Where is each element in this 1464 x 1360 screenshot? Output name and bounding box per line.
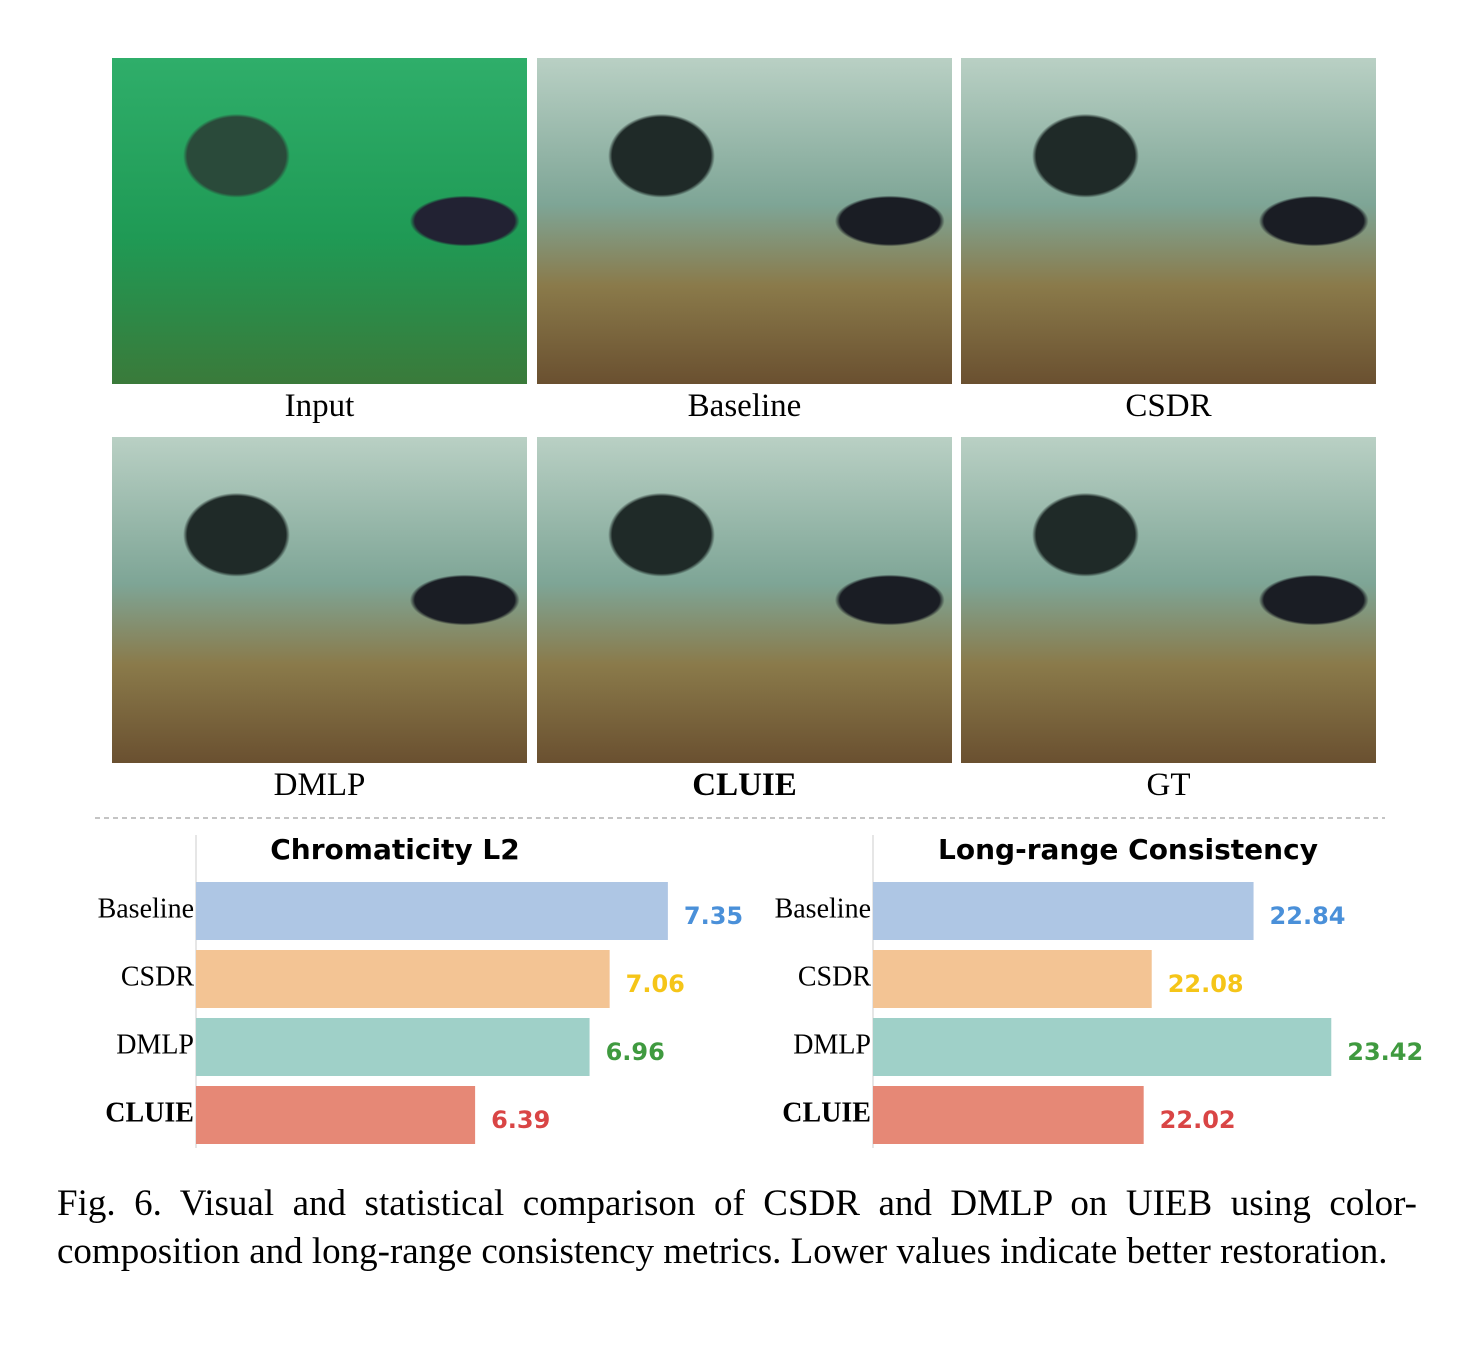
- panel-image: [112, 437, 527, 763]
- value-label: 23.42: [1347, 1038, 1423, 1066]
- category-label: CLUIE: [105, 1097, 194, 1128]
- bar: [873, 950, 1152, 1008]
- panel-image: [961, 437, 1376, 763]
- value-label: 22.08: [1168, 970, 1244, 998]
- value-label: 7.35: [684, 902, 743, 930]
- chart-title: Long-range Consistency: [938, 833, 1318, 866]
- value-label: 7.06: [626, 970, 685, 998]
- category-label: CSDR: [798, 961, 871, 992]
- charts: Chromaticity L2 Baseline 7.35 CSDR 7.06 DMLP 6…: [95, 817, 1423, 1148]
- panel-image: [961, 58, 1376, 384]
- panel-label: Input: [284, 388, 355, 424]
- value-label: 6.96: [606, 1038, 665, 1066]
- bar: [196, 950, 610, 1008]
- bar: [873, 882, 1254, 940]
- panel-label: Baseline: [687, 388, 802, 424]
- panel-image: [537, 58, 952, 384]
- bar: [873, 1086, 1144, 1144]
- chart-title: Chromaticity L2: [270, 833, 519, 866]
- category-label: Baseline: [98, 893, 194, 924]
- category-label: Baseline: [775, 893, 871, 924]
- category-label: CSDR: [121, 961, 194, 992]
- panel-label: GT: [1146, 767, 1191, 803]
- value-label: 22.02: [1160, 1106, 1236, 1134]
- bar: [196, 1086, 476, 1144]
- bar: [873, 1018, 1332, 1076]
- panel-image: [112, 58, 527, 384]
- panel-label: DMLP: [273, 767, 366, 803]
- bar: [196, 882, 668, 940]
- value-label: 6.39: [491, 1106, 550, 1134]
- value-label: 22.84: [1270, 902, 1346, 930]
- category-label: DMLP: [116, 1029, 194, 1060]
- panel-label: CLUIE: [692, 767, 797, 803]
- caption: Fig. 6. Visual and statistical compariso…: [57, 1183, 1417, 1272]
- panel-image: [537, 437, 952, 763]
- bar: [196, 1018, 590, 1076]
- panel-label: CSDR: [1125, 388, 1212, 424]
- category-label: CLUIE: [782, 1097, 871, 1128]
- category-label: DMLP: [793, 1029, 871, 1060]
